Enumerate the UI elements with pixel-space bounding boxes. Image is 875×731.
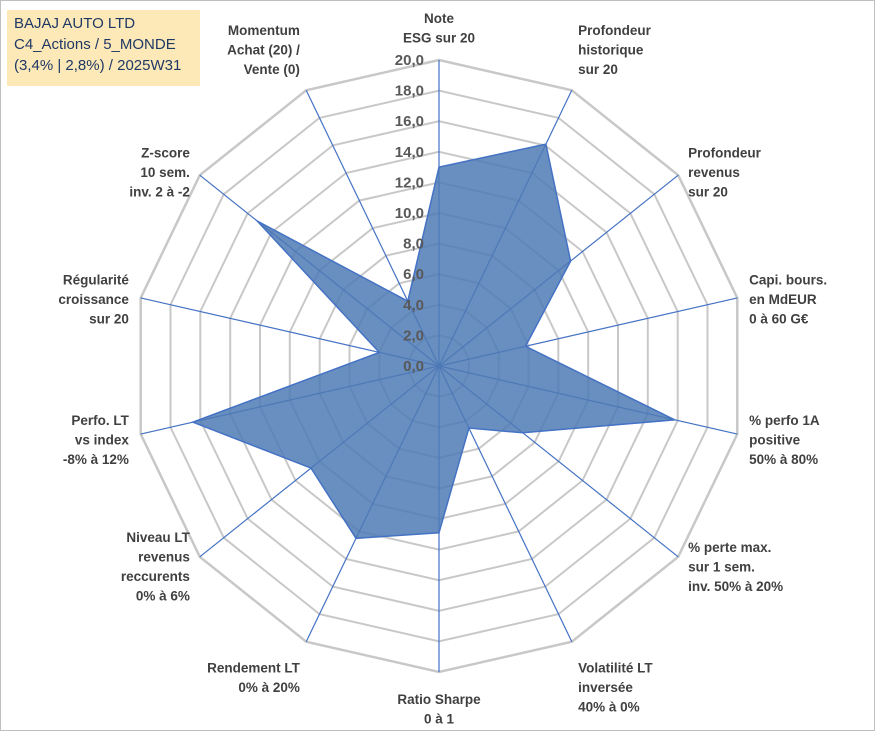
- axis-label-line: sur 20: [688, 185, 728, 200]
- axis-label: Z-score 10 sem. inv. 2 à -2: [129, 146, 190, 200]
- axis-label: Profondeur revenus sur 20: [688, 146, 761, 200]
- axis-label-line: reccurents: [121, 569, 190, 584]
- axis-label-line: Régularité: [63, 272, 130, 287]
- axis-label-line: ESG sur 20: [403, 31, 475, 46]
- axis-label-line: 0 à 1: [424, 712, 455, 727]
- axis-label-line: Volatilité LT: [578, 661, 653, 676]
- axis-label-line: Rendement LT: [207, 661, 301, 676]
- axis-label-line: Niveau LT: [126, 530, 190, 545]
- axis-label-line: 10 sem.: [140, 165, 190, 180]
- axis-label: Volatilité LT inversée 40% à 0%: [578, 661, 653, 715]
- axis-label-line: inv. 50% à 20%: [688, 579, 783, 594]
- axis-label-line: inv. 2 à -2: [129, 185, 190, 200]
- axis-label-line: sur 1 sem.: [688, 559, 755, 574]
- axis-label-line: Ratio Sharpe: [397, 692, 481, 707]
- radar-axis-labels: Note ESG sur 20 Profondeur historique sur 20…: [58, 11, 827, 727]
- tick-label: 18,0: [395, 83, 424, 100]
- tick-label: 20,0: [395, 52, 424, 69]
- axis-label: Capi. bours. en MdEUR 0 à 60 G€: [749, 272, 827, 326]
- axis-label-line: en MdEUR: [749, 292, 817, 307]
- axis-label-line: inversée: [578, 680, 633, 695]
- axis-label-line: 0% à 6%: [136, 589, 190, 604]
- radar-tick-labels: 0,0 2,0 4,0 6,0 8,0 10,0 12,0 14,0 16,0 18,0 20,0: [395, 52, 424, 375]
- axis-label-line: revenus: [688, 165, 740, 180]
- axis-label-line: -8% à 12%: [63, 452, 129, 467]
- tick-label: 8,0: [403, 236, 424, 253]
- axis-label-line: vs index: [75, 433, 130, 448]
- axis-label: Profondeur historique sur 20: [578, 23, 651, 77]
- title-line-2: C4_Actions / 5_MONDE: [14, 36, 176, 53]
- axis-label: Note ESG sur 20: [403, 11, 475, 46]
- axis-label-line: Capi. bours.: [749, 272, 827, 287]
- tick-label: 6,0: [403, 266, 424, 283]
- axis-label-line: Vente (0): [244, 62, 300, 77]
- axis-label-line: revenus: [138, 550, 190, 565]
- axis-label-line: 50% à 80%: [749, 452, 818, 467]
- axis-label: Régularité croissance sur 20: [58, 272, 129, 326]
- axis-label: % perfo 1A positive 50% à 80%: [749, 413, 820, 467]
- title-line-3: (3,4% | 2,8%) / 2025W31: [14, 57, 182, 74]
- axis-label-line: Perfo. LT: [71, 413, 129, 428]
- axis-label-line: 40% à 0%: [578, 700, 640, 715]
- tick-label: 4,0: [403, 297, 424, 314]
- axis-label-line: positive: [749, 433, 801, 448]
- axis-label-line: croissance: [58, 292, 129, 307]
- axis-label-line: % perfo 1A: [749, 413, 820, 428]
- series-area: [190, 143, 678, 540]
- axis-label: Perfo. LT vs index -8% à 12%: [63, 413, 130, 467]
- tick-label: 16,0: [395, 113, 424, 130]
- tick-label: 14,0: [395, 144, 424, 161]
- axis-label: Rendement LT 0% à 20%: [207, 661, 301, 696]
- tick-label: 10,0: [395, 205, 424, 222]
- axis-label-line: Achat (20) /: [227, 42, 300, 57]
- axis-label-line: sur 20: [578, 62, 618, 77]
- axis-label-line: 0 à 60 G€: [749, 311, 809, 326]
- axis-label-line: historique: [578, 42, 644, 57]
- axis-label-line: Note: [424, 11, 454, 26]
- axis-label-line: Profondeur: [688, 146, 761, 161]
- axis-label: Ratio Sharpe 0 à 1: [397, 692, 481, 727]
- axis-label-line: Z-score: [141, 146, 190, 161]
- tick-label: 0,0: [403, 358, 424, 375]
- axis-label-line: % perte max.: [688, 540, 771, 555]
- chart-title-box: BAJAJ AUTO LTD C4_Actions / 5_MONDE (3,4…: [7, 10, 200, 86]
- axis-label: Niveau LT revenus reccurents 0% à 6%: [121, 530, 191, 604]
- axis-label-line: 0% à 20%: [238, 680, 300, 695]
- axis-label-line: Profondeur: [578, 23, 651, 38]
- radar-series: [190, 143, 678, 540]
- tick-label: 12,0: [395, 174, 424, 191]
- axis-label-line: sur 20: [89, 311, 129, 326]
- axis-label-line: Momentum: [228, 23, 300, 38]
- axis-label: Momentum Achat (20) / Vente (0): [227, 23, 300, 77]
- tick-label: 2,0: [403, 327, 424, 344]
- axis-label: % perte max. sur 1 sem. inv. 50% à 20%: [688, 540, 783, 594]
- title-line-1: BAJAJ AUTO LTD: [14, 15, 136, 32]
